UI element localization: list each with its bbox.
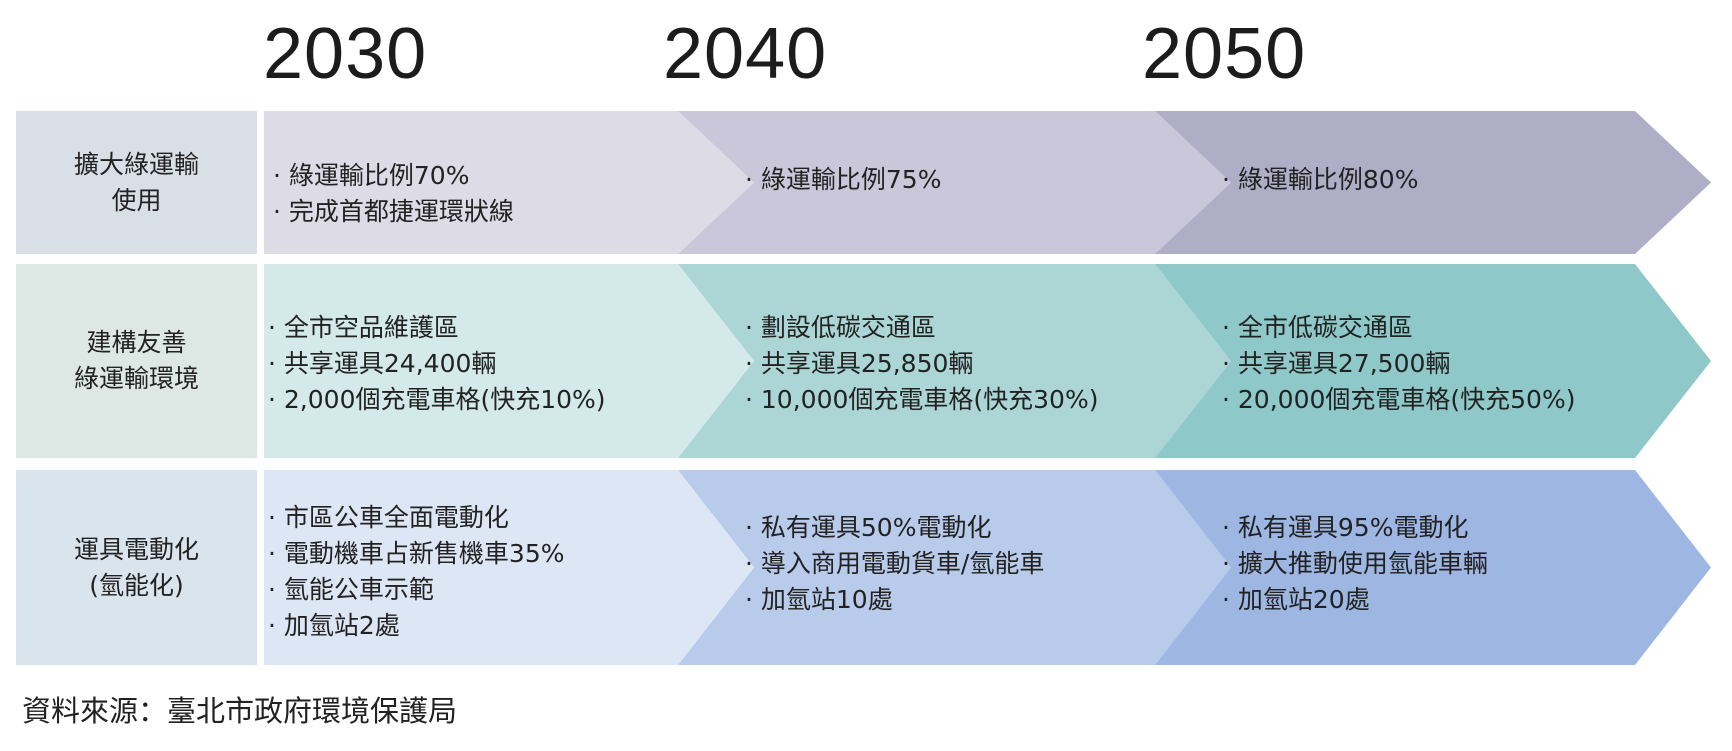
- row-label-green-transport: 擴大綠運輸 使用: [73, 149, 199, 215]
- list-item: 電動機車占新售機車35%: [268, 536, 565, 572]
- list-item: 氫能公車示範: [268, 572, 564, 608]
- cell-friendly-environment-2040: 劃設低碳交通區 共享運具25,850輛 10,000個充電車格(快充30%): [745, 310, 1099, 418]
- segment-2040-tip-green-transport: [1155, 111, 1231, 254]
- list-item: 市區公車全面電動化: [268, 500, 564, 536]
- segment-2030-tip-electrification: [678, 470, 754, 665]
- list-item: 加氫站20處: [1222, 582, 1488, 618]
- list-item: 加氫站2處: [268, 608, 564, 644]
- segment-2030-tip-green-transport: [678, 111, 754, 254]
- cell-electrification-2050: 私有運具95%電動化 擴大推動使用氫能車輛 加氫站20處: [1222, 510, 1488, 618]
- cell-electrification-2040: 私有運具50%電動化 導入商用電動貨車/氫能車 加氫站10處: [745, 510, 1044, 618]
- row-label-bg-electrification: [16, 470, 257, 665]
- cell-green-transport-2050: 綠運輸比例80%: [1222, 162, 1419, 198]
- segment-2040-tip-electrification: [1155, 470, 1231, 665]
- year-2030: 2030: [263, 14, 428, 94]
- list-item: 綠運輸比例80%: [1222, 162, 1419, 198]
- row-label-friendly-environment: 建構友善 綠運輸環境: [73, 328, 199, 393]
- segment-2040-green-transport: [678, 111, 1231, 254]
- list-item: 綠運輸比例70%: [273, 158, 514, 194]
- list-item: 完成首都捷運環狀線: [273, 194, 514, 230]
- segment-2040-tip-friendly-environment: [1155, 264, 1231, 458]
- list-item: 加氫站10處: [745, 582, 1044, 618]
- list-item: 2,000個充電車格(快充10%): [268, 382, 606, 418]
- list-item: 共享運具24,400輛: [268, 346, 606, 382]
- row-label-bg-green-transport: [16, 111, 257, 254]
- list-item: 共享運具25,850輛: [745, 346, 1098, 382]
- cell-electrification-2030: 市區公車全面電動化 電動機車占新售機車35% 氫能公車示範 加氫站2處: [268, 500, 565, 644]
- segment-2030-tip-friendly-environment: [678, 264, 754, 458]
- list-item: 共享運具27,500輛: [1222, 346, 1575, 382]
- cell-green-transport-2030: 綠運輸比例70% 完成首都捷運環狀線: [273, 158, 514, 230]
- list-item: 10,000個充電車格(快充30%): [745, 382, 1099, 418]
- list-item: 導入商用電動貨車/氫能車: [745, 546, 1044, 582]
- cell-friendly-environment-2030: 全市空品維護區 共享運具24,400輛 2,000個充電車格(快充10%): [268, 310, 606, 418]
- source-note: 資料來源：臺北市政府環境保護局: [22, 694, 458, 728]
- cell-friendly-environment-2050: 全市低碳交通區 共享運具27,500輛 20,000個充電車格(快充50%): [1222, 310, 1576, 418]
- list-item: 劃設低碳交通區: [745, 310, 1098, 346]
- row-label-electrification: 運具電動化 (氫能化): [73, 534, 199, 600]
- cell-green-transport-2040: 綠運輸比例75%: [745, 162, 942, 198]
- list-item: 全市空品維護區: [268, 310, 606, 346]
- list-item: 私有運具50%電動化: [745, 510, 1044, 546]
- year-2040: 2040: [663, 14, 828, 94]
- list-item: 綠運輸比例75%: [745, 162, 942, 198]
- list-item: 私有運具95%電動化: [1222, 510, 1488, 546]
- year-2050: 2050: [1142, 14, 1307, 94]
- list-item: 20,000個充電車格(快充50%): [1222, 382, 1576, 418]
- segment-2050-green-transport: [1155, 111, 1711, 254]
- list-item: 全市低碳交通區: [1222, 310, 1575, 346]
- list-item: 擴大推動使用氫能車輛: [1222, 546, 1488, 582]
- row-label-bg-friendly-environment: [16, 264, 257, 458]
